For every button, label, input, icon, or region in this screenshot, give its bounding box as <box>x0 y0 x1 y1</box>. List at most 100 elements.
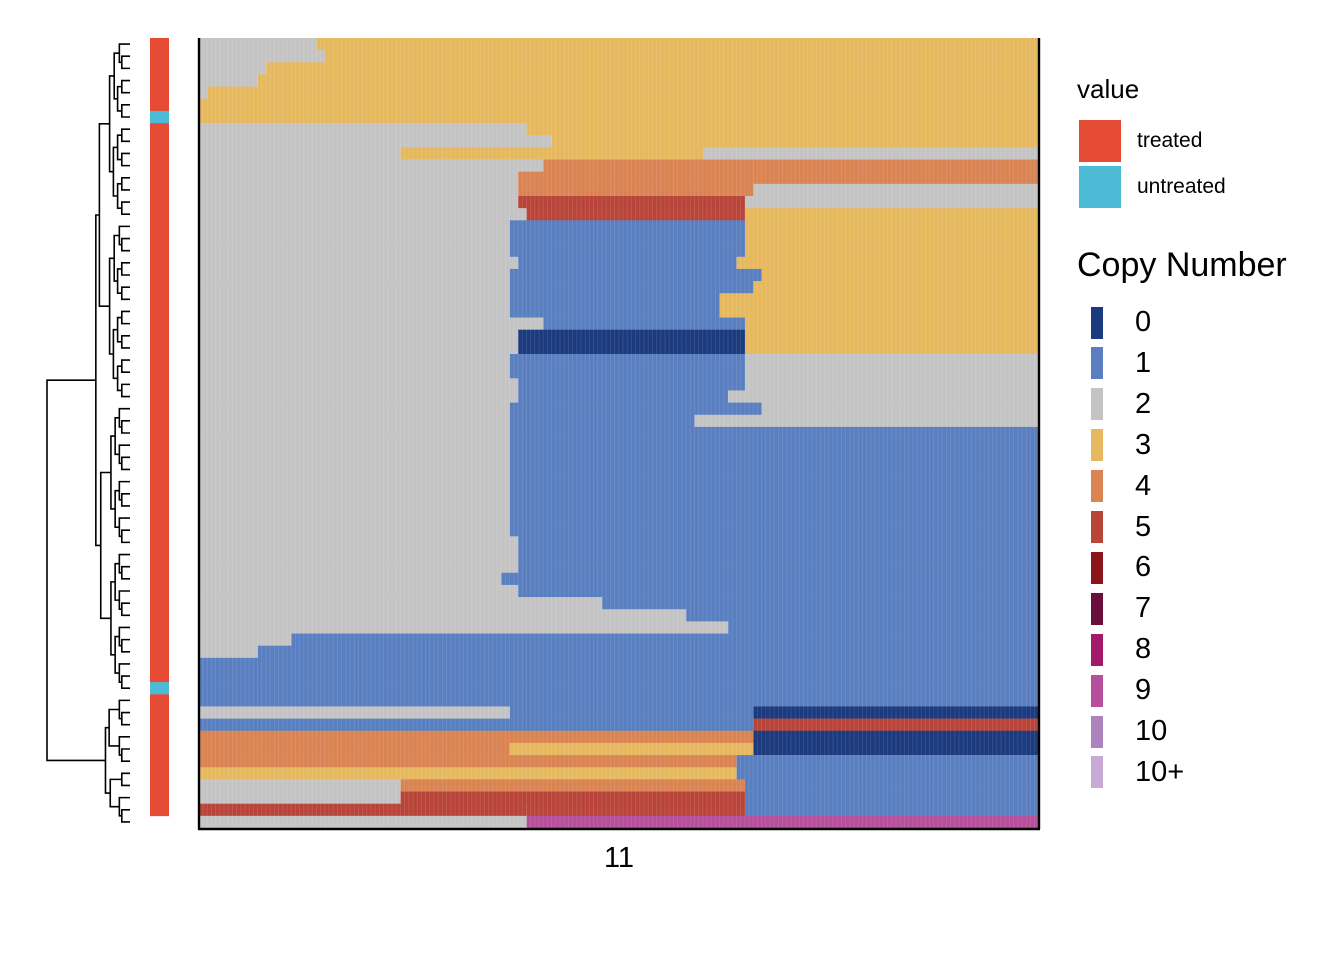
heatmap-cell <box>199 110 1039 124</box>
heatmap-cell <box>745 208 1039 221</box>
dendrogram-branch <box>118 225 130 246</box>
dendrogram-branch <box>99 471 111 620</box>
heatmap-cell <box>753 171 1039 185</box>
heatmap-cell <box>199 670 1039 683</box>
heatmap-cell <box>753 281 1039 294</box>
legend-swatch <box>1091 470 1103 503</box>
heatmap-cell <box>199 572 502 586</box>
heatmap-cell <box>509 426 1039 440</box>
copy-number-legend-item: 7 <box>1077 592 1151 625</box>
dendrogram-branch <box>118 480 130 501</box>
heatmap-cell <box>518 341 745 355</box>
annotation-segment <box>150 110 169 124</box>
heatmap-cell <box>518 329 745 343</box>
heatmap-cell <box>745 220 1039 233</box>
heatmap-cell <box>518 171 754 185</box>
heatmap-cell <box>199 293 510 306</box>
heatmap-cell <box>745 329 1039 343</box>
heatmap-cell <box>199 439 510 452</box>
heatmap-cell <box>199 755 737 768</box>
dendrogram-branch <box>121 456 130 471</box>
heatmap-cell <box>199 621 729 634</box>
heatmap-cell <box>199 584 519 598</box>
heatmap-cell <box>753 159 1039 172</box>
dendrogram-branch <box>121 602 130 617</box>
copy-number-legend-item: 4 <box>1077 470 1151 503</box>
heatmap-cell <box>703 147 1039 160</box>
heatmap-cell <box>199 74 258 87</box>
heatmap-cell <box>199 597 603 610</box>
dendrogram-branch <box>121 310 130 325</box>
heatmap-cell <box>199 378 519 391</box>
heatmap-cell <box>199 50 325 63</box>
dendrogram-branch <box>121 675 130 690</box>
copy-number-legend-item: 9 <box>1077 674 1151 707</box>
heatmap-cell <box>199 123 527 136</box>
heatmap-cell <box>509 414 695 428</box>
heatmap-cell <box>199 62 267 75</box>
heatmap-cell <box>199 244 510 258</box>
heatmap-cell <box>745 196 1039 209</box>
heatmap-cell <box>694 414 1039 428</box>
copy-number-legend-item: 1 <box>1077 347 1151 380</box>
legend-label: 7 <box>1135 592 1152 625</box>
legend-label: 10+ <box>1135 755 1185 788</box>
dendrogram-branch <box>118 590 130 611</box>
heatmap-cell <box>400 147 703 160</box>
heatmap-cell <box>509 244 745 258</box>
dendrogram-branch <box>118 43 130 64</box>
heatmap-cell <box>509 499 1039 513</box>
legend-swatch <box>1091 429 1103 462</box>
heatmap-cell <box>199 354 510 367</box>
heatmap-cell <box>728 390 1039 403</box>
legend-swatch <box>1091 551 1103 584</box>
legend-swatch <box>1091 511 1103 543</box>
heatmap-cell <box>501 572 1039 586</box>
heatmap-cell <box>199 791 401 804</box>
copy-number-legend-item: 2 <box>1077 388 1151 421</box>
heatmap-cell <box>509 220 745 233</box>
heatmap-cell <box>199 426 510 440</box>
copy-number-legend-item: 10 <box>1077 715 1167 748</box>
heatmap-cell <box>509 293 720 306</box>
heatmap-cell <box>745 779 1039 792</box>
heatmap-cell <box>509 463 1039 476</box>
legend-label: 6 <box>1135 551 1152 584</box>
legend-label: 9 <box>1135 674 1152 707</box>
copy-number-legend-item: 6 <box>1077 551 1151 584</box>
heatmap-cell <box>745 341 1039 355</box>
heatmap-cell <box>753 183 1039 197</box>
heatmap-cell <box>686 609 1039 622</box>
heatmap-cell <box>745 791 1039 804</box>
heatmap-cell <box>753 706 1039 719</box>
heatmap-cell <box>753 718 1039 732</box>
heatmap-cell <box>509 524 1039 537</box>
heatmap-cell <box>509 439 1039 452</box>
dendrogram-branch <box>118 407 130 428</box>
dendrogram-branch <box>121 772 130 787</box>
legend-label: 0 <box>1135 306 1152 338</box>
heatmap-cell <box>199 548 519 561</box>
dendrogram-branch <box>121 383 130 398</box>
heatmap-cell <box>509 305 720 318</box>
dendrogram-branch <box>121 808 130 823</box>
heatmap-cell <box>199 268 510 282</box>
dendrogram-branch <box>121 638 130 653</box>
heatmap-cell <box>518 390 729 403</box>
dendrogram-branch <box>118 736 130 756</box>
heatmap-cell <box>199 512 510 525</box>
heatmap-cell <box>761 268 1039 282</box>
heatmap-cell <box>199 609 687 622</box>
heatmap-cell <box>199 329 519 343</box>
annotation-segment <box>150 38 169 112</box>
legend-swatch <box>1091 347 1103 380</box>
heatmap-cell <box>199 706 510 719</box>
dendrogram-branch <box>118 444 130 465</box>
heatmap-cell <box>518 548 1039 561</box>
heatmap-cell <box>199 451 510 464</box>
heatmap-cell <box>199 657 1039 671</box>
heatmap-cell <box>526 815 1039 829</box>
dendrogram-branch <box>121 748 130 762</box>
heatmap-axes <box>197 38 1041 831</box>
dendrogram <box>46 43 130 823</box>
